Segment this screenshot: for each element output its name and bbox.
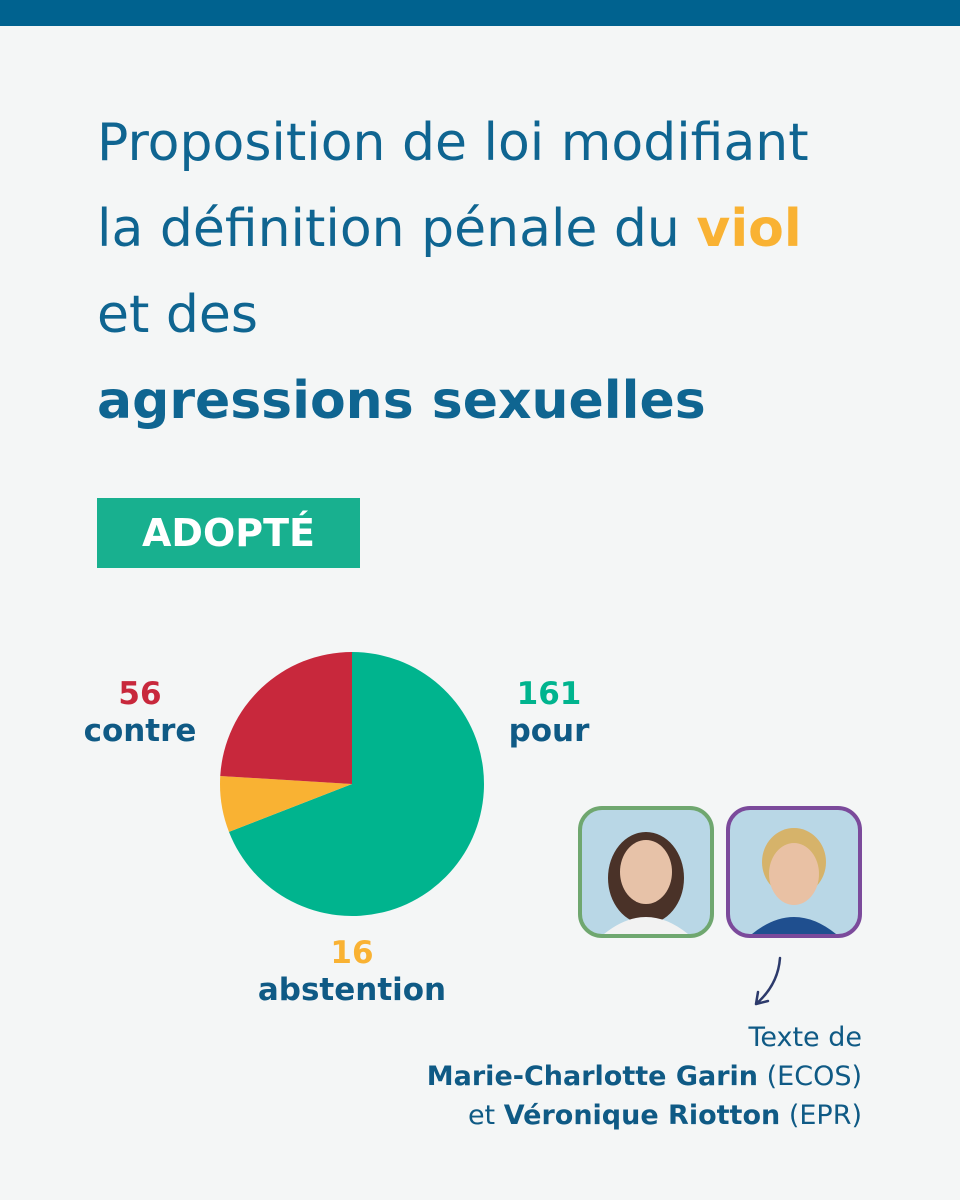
title: Proposition de loi modifiant la définiti… [97,100,817,444]
title-highlight: viol [696,199,802,259]
top-bar [0,0,960,26]
category-label: contre [84,713,197,749]
title-text: Proposition de loi modifiant la définiti… [97,113,809,259]
category-label: pour [509,713,591,749]
value-label: 16 [330,935,373,971]
status-badge: ADOPTÉ [97,498,360,568]
credit-line: Texte de [748,1022,862,1053]
pie-slice [228,652,485,916]
category-label: abstention [258,972,446,1008]
arrow [754,956,782,1006]
author: Marie-Charlotte Garin [426,1061,759,1092]
value-label: 161 [517,676,582,712]
group: (ECOS) [758,1061,862,1092]
value-label: 56 [118,676,161,712]
pie-slice [220,652,352,784]
pie-slice [220,775,352,832]
credits: Texte de Marie-Charlotte Garin (ECOS) et… [427,1018,862,1135]
credit-line: et Véronique Riotton (EPR) [427,1096,862,1135]
title-text: et des [97,285,259,345]
credit-line: Marie-Charlotte Garin (ECOS) [427,1057,862,1096]
title-bold: agressions sexuelles [97,371,706,431]
photo [726,806,862,938]
author: Véronique Riotton [503,1100,781,1131]
joiner: et [467,1100,504,1131]
photo [578,806,714,938]
group: (EPR) [780,1100,862,1131]
